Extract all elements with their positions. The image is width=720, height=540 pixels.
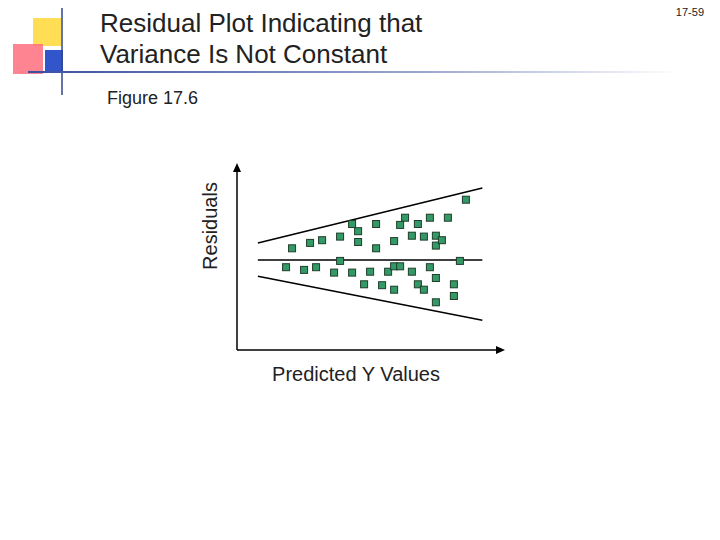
point (450, 293, 457, 300)
point (289, 245, 296, 252)
point (397, 263, 404, 270)
x-axis (237, 349, 500, 351)
figure-label: Figure 17.6 (107, 88, 198, 108)
point (313, 264, 320, 271)
title-line: Residual Plot Indicating that (100, 8, 423, 38)
point (331, 269, 338, 276)
point (432, 275, 439, 282)
page-number: 17-59 (676, 6, 704, 18)
y-axis-arrow (233, 163, 241, 172)
point (408, 268, 415, 275)
ornament-yellow (33, 18, 61, 46)
point (462, 196, 469, 203)
point (373, 245, 380, 252)
ornament-red (13, 44, 43, 74)
point (426, 264, 433, 271)
point (337, 257, 344, 264)
lower-bound-line (258, 276, 482, 320)
point (379, 282, 386, 289)
y-axis-label: Residuals (199, 182, 221, 270)
upper-bound-line (258, 188, 482, 243)
point (337, 233, 344, 240)
title: Residual Plot Indicating thatVariance Is… (100, 8, 423, 69)
point (438, 237, 445, 244)
point (420, 233, 427, 240)
x-axis-label: Predicted Y Values (272, 363, 440, 385)
title-line: Variance Is Not Constant (100, 39, 388, 69)
plot-area (258, 188, 482, 320)
ornament-vline (61, 8, 63, 95)
point (283, 264, 290, 271)
point (349, 269, 356, 276)
x-axis-arrow (496, 346, 505, 354)
point (402, 214, 409, 221)
point (361, 281, 368, 288)
ornament-blue (45, 50, 63, 72)
slide: Residual Plot Indicating thatVariance Is… (0, 0, 720, 540)
point (426, 214, 433, 221)
point (420, 286, 427, 293)
point (432, 299, 439, 306)
point (444, 214, 451, 221)
point (319, 237, 326, 244)
point (391, 286, 398, 293)
point (301, 266, 308, 273)
point (349, 221, 356, 228)
point (456, 257, 463, 264)
point (367, 268, 374, 275)
zero-line (258, 259, 482, 261)
ornament-hline (28, 71, 680, 73)
point (397, 221, 404, 228)
point (355, 239, 362, 246)
point (408, 232, 415, 239)
point (450, 281, 457, 288)
point (391, 238, 398, 245)
y-axis (236, 168, 238, 350)
point (373, 221, 380, 228)
point (355, 228, 362, 235)
point (414, 221, 421, 228)
point (307, 239, 314, 246)
